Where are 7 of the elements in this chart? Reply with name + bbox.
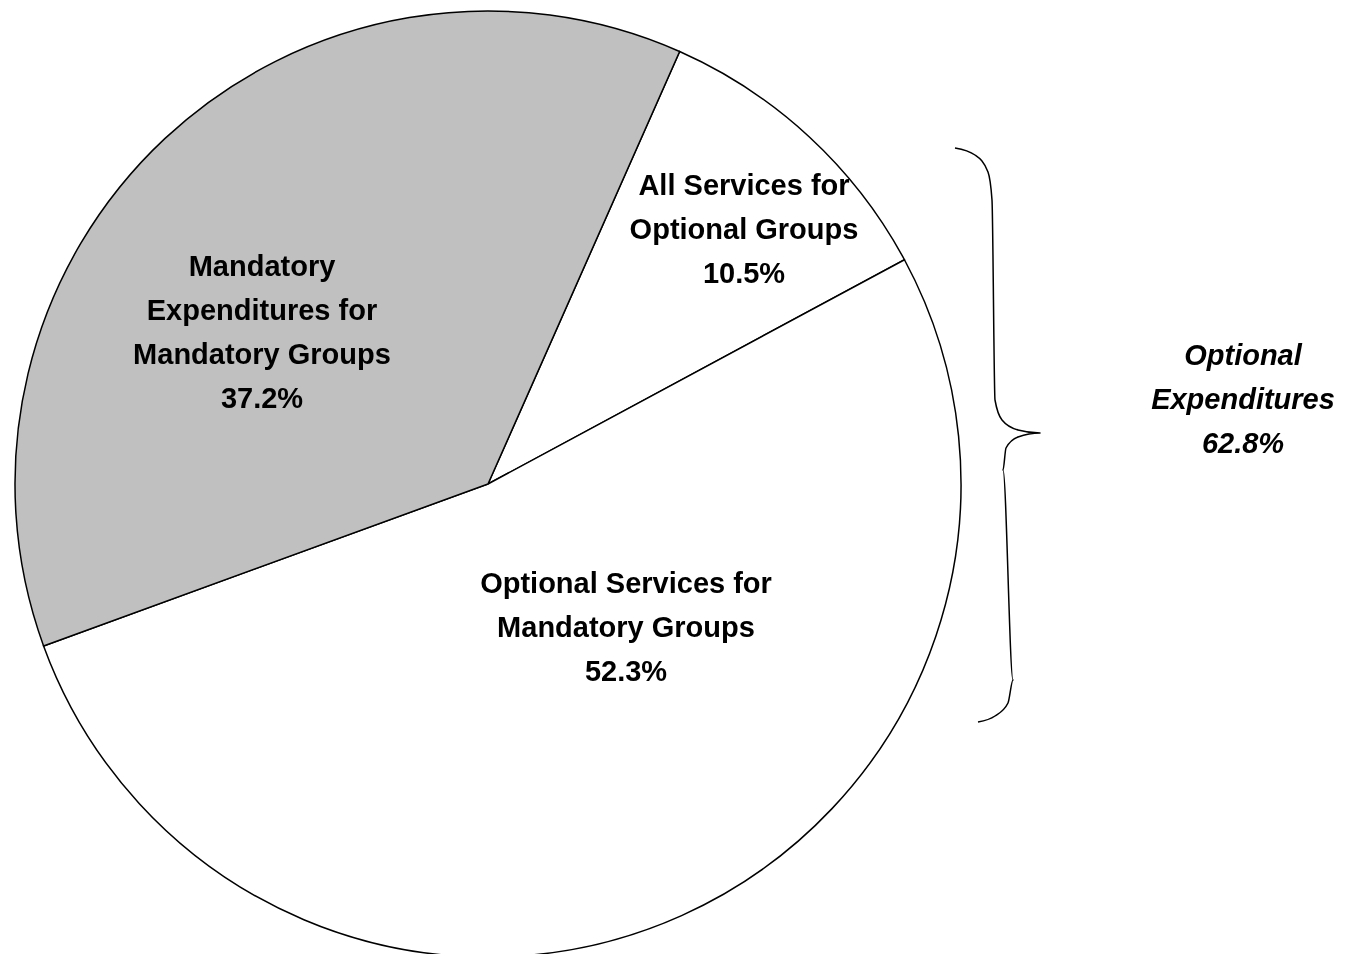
data-label: 37.2% [220,382,304,414]
slice-label: All Services for Optional Groups [629,169,859,245]
slice-label: Optional Services for Mandatory Groups [480,567,772,643]
data-label: 52.3% [584,655,668,687]
slice-label: Mandatory Expenditures for Mandatory Groups [133,250,391,370]
text: Optional Expenditures 62.8% [1151,339,1335,459]
data-label: 10.5% [702,257,786,289]
